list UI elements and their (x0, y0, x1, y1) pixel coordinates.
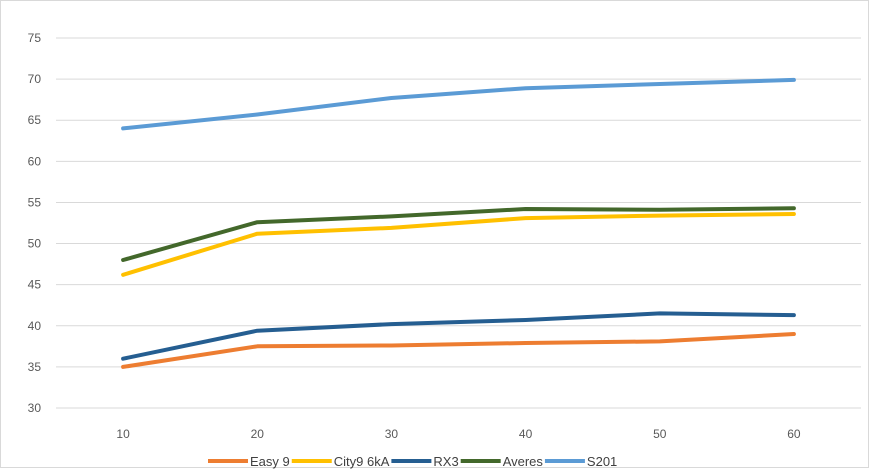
x-tick-label: 40 (519, 427, 533, 441)
x-tick-label: 10 (116, 427, 130, 441)
series-lines (121, 77, 796, 369)
x-tick-label: 60 (787, 427, 801, 441)
x-axis-ticks: 10 20 30 40 50 60 (116, 427, 801, 441)
y-tick-label: 65 (28, 113, 42, 127)
y-axis-ticks: 30 35 40 45 50 55 60 65 70 75 (28, 31, 42, 415)
y-tick-label: 35 (28, 360, 42, 374)
y-tick-label: 75 (28, 31, 42, 45)
y-tick-label: 45 (28, 278, 42, 292)
legend-label: S201 (587, 454, 617, 469)
y-tick-label: 40 (28, 319, 42, 333)
series-line-easy-9 (121, 332, 796, 369)
y-tick-label: 50 (28, 237, 42, 251)
x-tick-label: 50 (653, 427, 667, 441)
gridlines (56, 37, 861, 409)
series-line-city9-6ka (121, 212, 796, 277)
y-tick-label: 30 (28, 401, 42, 415)
y-tick-label: 70 (28, 72, 42, 86)
series-line-averes (121, 206, 796, 262)
y-tick-label: 55 (28, 195, 42, 209)
legend: Easy 9 City9 6kA RX3 Averes S201 (208, 454, 617, 469)
x-tick-label: 20 (251, 427, 265, 441)
y-tick-label: 60 (28, 154, 42, 168)
series-line-s201 (121, 77, 796, 131)
legend-label: City9 6kA (334, 454, 390, 469)
legend-label: Averes (503, 454, 544, 469)
legend-label: Easy 9 (250, 454, 290, 469)
x-tick-label: 30 (385, 427, 399, 441)
series-line-rx3 (121, 311, 796, 361)
legend-label: RX3 (433, 454, 458, 469)
